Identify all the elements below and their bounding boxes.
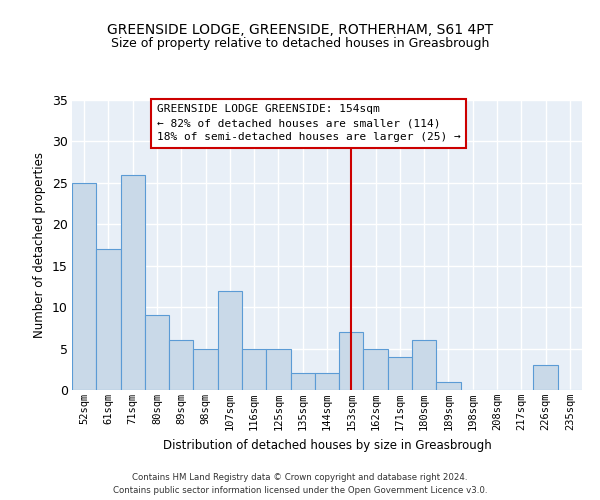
Bar: [72, 183, 96, 390]
Text: Size of property relative to detached houses in Greasbrough: Size of property relative to detached ho…: [111, 38, 489, 51]
Bar: [388, 357, 412, 390]
Bar: [339, 332, 364, 390]
Bar: [315, 374, 339, 390]
Bar: [121, 174, 145, 390]
Bar: [364, 348, 388, 390]
Bar: [145, 316, 169, 390]
Text: GREENSIDE LODGE, GREENSIDE, ROTHERHAM, S61 4PT: GREENSIDE LODGE, GREENSIDE, ROTHERHAM, S…: [107, 22, 493, 36]
X-axis label: Distribution of detached houses by size in Greasbrough: Distribution of detached houses by size …: [163, 438, 491, 452]
Text: Contains HM Land Registry data © Crown copyright and database right 2024.
Contai: Contains HM Land Registry data © Crown c…: [113, 473, 487, 495]
Bar: [218, 290, 242, 390]
Y-axis label: Number of detached properties: Number of detached properties: [34, 152, 46, 338]
Bar: [533, 365, 558, 390]
Bar: [193, 348, 218, 390]
Text: GREENSIDE LODGE GREENSIDE: 154sqm
← 82% of detached houses are smaller (114)
18%: GREENSIDE LODGE GREENSIDE: 154sqm ← 82% …: [157, 104, 461, 142]
Bar: [290, 374, 315, 390]
Bar: [412, 340, 436, 390]
Bar: [96, 249, 121, 390]
Bar: [436, 382, 461, 390]
Bar: [169, 340, 193, 390]
Bar: [266, 348, 290, 390]
Bar: [242, 348, 266, 390]
